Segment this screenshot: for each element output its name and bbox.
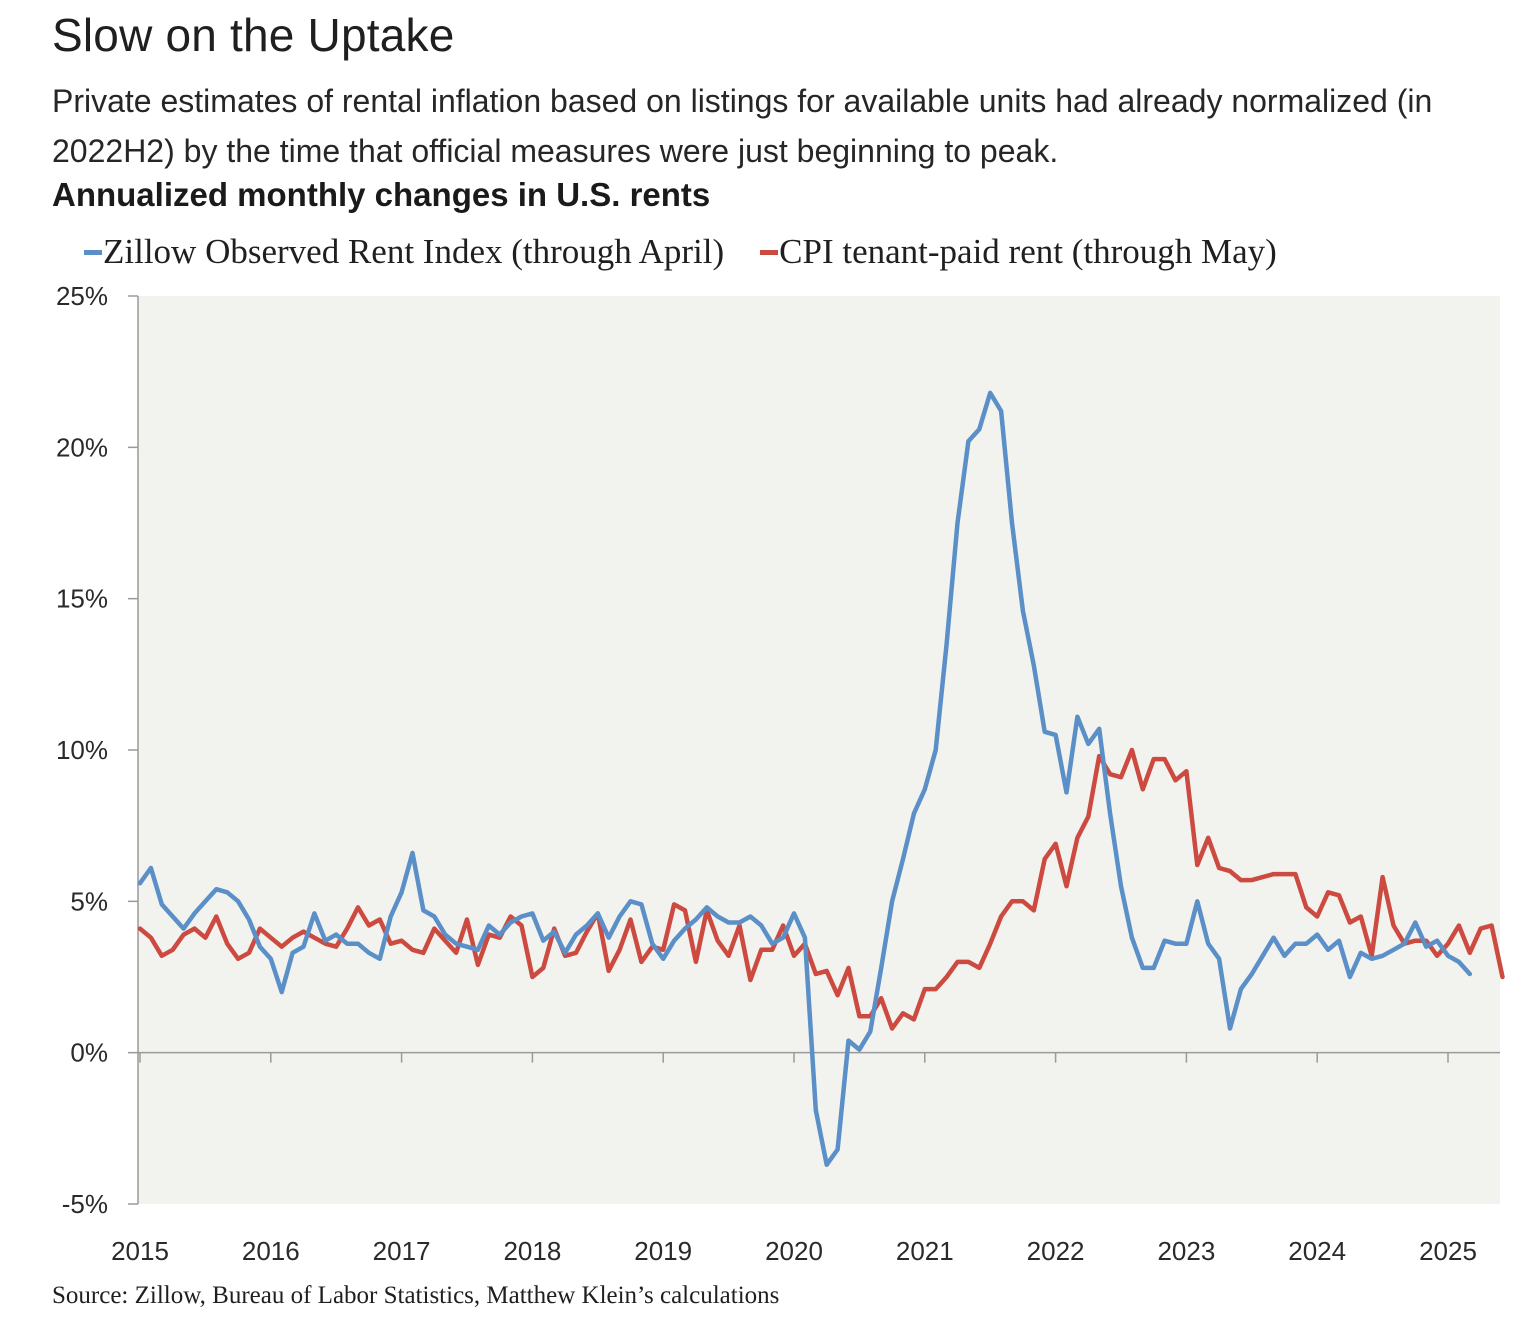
x-tick-label: 2025: [1419, 1236, 1477, 1266]
chart-title: Slow on the Uptake: [52, 9, 455, 61]
y-tick-label: 15%: [56, 584, 108, 614]
legend-label-zillow: Zillow Observed Rent Index (through Apri…: [103, 232, 725, 271]
y-tick-label: 10%: [56, 735, 108, 765]
y-tick-label: 0%: [70, 1038, 108, 1068]
x-tick-label: 2017: [373, 1236, 431, 1266]
x-tick-label: 2024: [1288, 1236, 1346, 1266]
legend-swatch-cpi: [760, 250, 779, 256]
y-tick-label: -5%: [62, 1189, 108, 1219]
y-axis: -5% 0% 5% 10% 15% 20% 25%: [56, 281, 138, 1219]
y-tick-label: 20%: [56, 432, 108, 462]
x-axis: 2015 2016 2017 2018 2019 2020 2021 2022 2023 2024…: [111, 1052, 1477, 1266]
series-layer: [137, 390, 1505, 1167]
x-tick-label: 2016: [242, 1236, 300, 1266]
y-tick-label: 25%: [56, 281, 108, 311]
x-tick-label: 2023: [1157, 1236, 1215, 1266]
x-tick-label: 2018: [503, 1236, 561, 1266]
legend-item-zillow: Zillow Observed Rent Index (through Apri…: [84, 232, 724, 272]
legend-swatch-zillow: [84, 250, 102, 256]
plot-area: [138, 296, 1500, 1204]
x-tick-label: 2015: [111, 1236, 169, 1266]
source-note: Source: Zillow, Bureau of Labor Statisti…: [52, 1282, 780, 1309]
line-chart: -5% 0% 5% 10% 15% 20% 25% 2015 2016 2017 2018 2019…: [56, 281, 1505, 1266]
x-tick-label: 2022: [1027, 1236, 1085, 1266]
legend: Zillow Observed Rent Index (through Apri…: [84, 232, 1313, 272]
series-line-cpi: [137, 747, 1505, 1031]
x-tick-label: 2021: [896, 1236, 954, 1266]
x-tick-label: 2020: [765, 1236, 823, 1266]
legend-label-cpi: CPI tenant-paid rent (through May): [779, 232, 1277, 271]
series-line-zillow: [137, 390, 1473, 1167]
chart-heading: Annualized monthly changes in U.S. rents: [52, 176, 711, 213]
y-tick-label: 5%: [70, 886, 108, 916]
legend-item-cpi: CPI tenant-paid rent (through May): [760, 232, 1277, 272]
x-tick-label: 2019: [634, 1236, 692, 1266]
chart-subtitle: Private estimates of rental inflation ba…: [52, 83, 1433, 169]
